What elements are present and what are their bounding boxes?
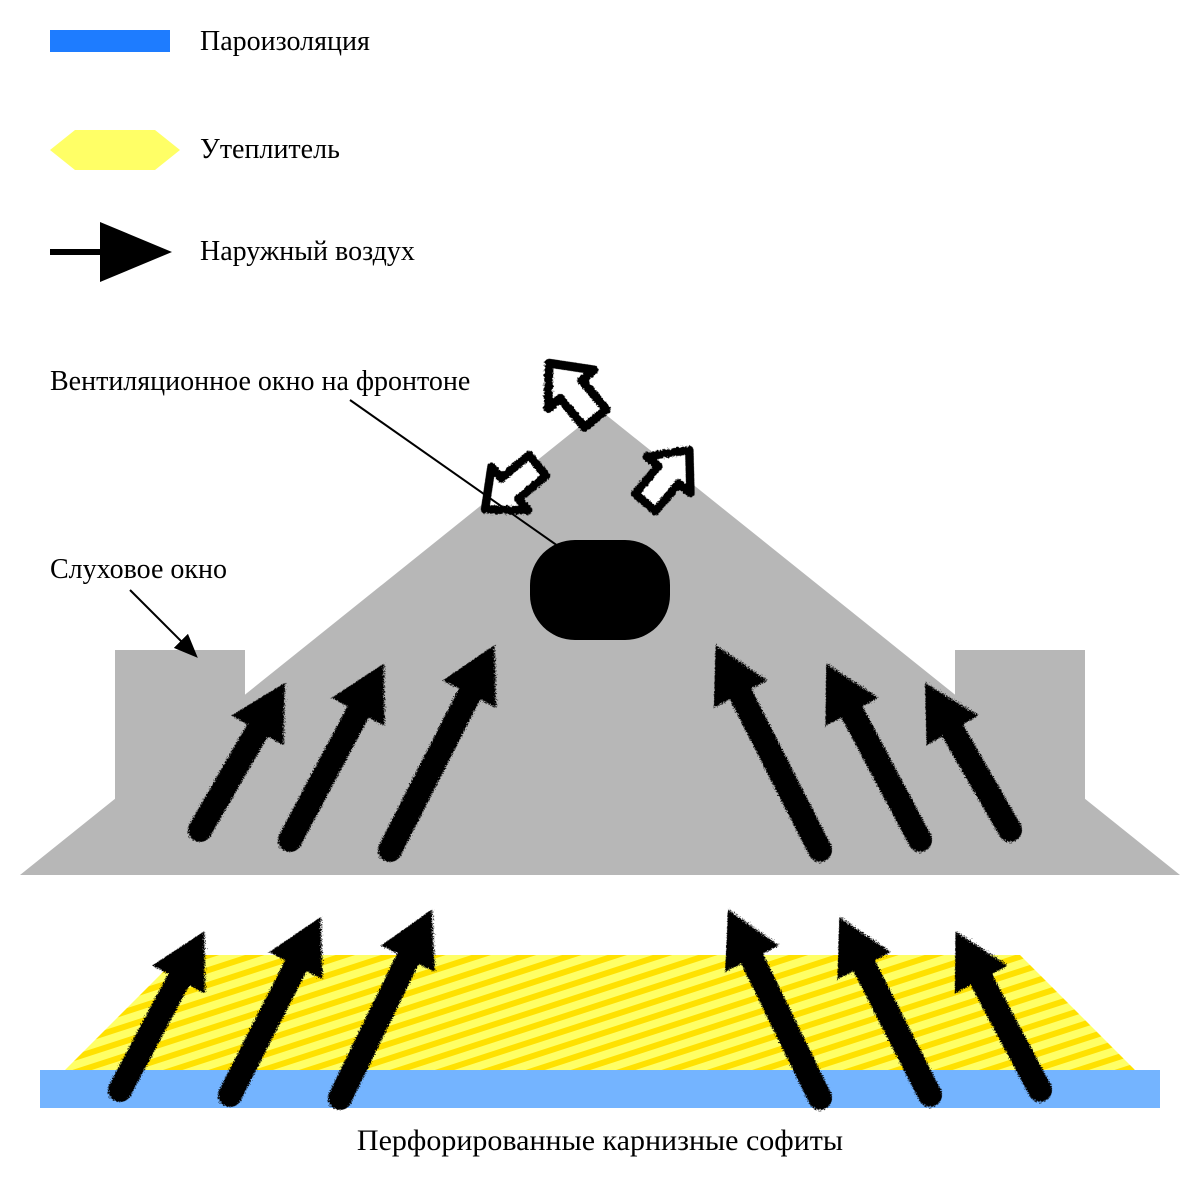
legend-vapor-label: Пароизоляция <box>200 26 370 57</box>
callout-vent-window-label: Вентиляционное окно на фронтоне <box>50 366 470 397</box>
vapor-barrier-layer <box>40 1070 1160 1108</box>
legend: Пароизоляция Утеплитель Наружный воздух <box>50 26 415 267</box>
bottom-caption: Перфорированные карнизные софиты <box>357 1124 843 1157</box>
gable-vent-window <box>530 540 670 640</box>
callout-dormer: Слуховое окно <box>50 554 227 655</box>
legend-insulation-swatch <box>50 130 180 170</box>
legend-air-label: Наружный воздух <box>200 236 415 267</box>
legend-insulation-label: Утеплитель <box>200 134 340 165</box>
diagram-canvas: Пароизоляция Утеплитель Наружный воздух … <box>0 0 1200 1200</box>
legend-vapor-swatch <box>50 30 170 52</box>
callout-dormer-label: Слуховое окно <box>50 554 227 585</box>
